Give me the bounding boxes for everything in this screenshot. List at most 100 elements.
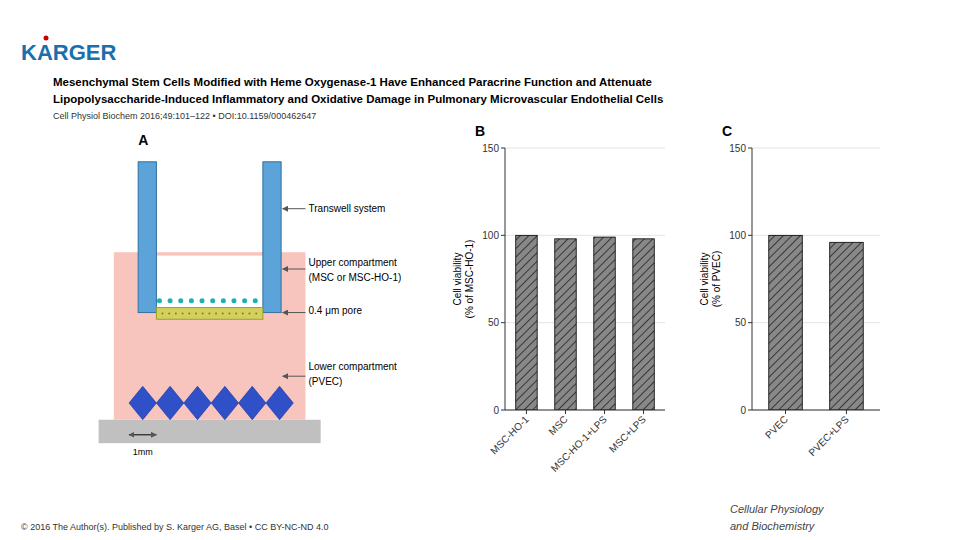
tick-label: 50 bbox=[735, 317, 747, 328]
pore bbox=[208, 312, 210, 314]
msc-cell bbox=[253, 298, 258, 303]
diagram-label: Upper compartment bbox=[309, 257, 398, 268]
bar bbox=[594, 237, 615, 410]
category-label: MSC+LPS bbox=[607, 413, 648, 454]
scale-label: 1mm bbox=[133, 447, 153, 457]
msc-cell bbox=[231, 298, 236, 303]
diagram-label: (PVEC) bbox=[309, 376, 343, 387]
journal-name: and Biochemistry bbox=[730, 520, 816, 532]
logo: KARGER bbox=[21, 40, 116, 65]
insert-wall bbox=[263, 162, 281, 313]
title: Lipopolysaccharide-Induced Inflammatory … bbox=[53, 93, 663, 105]
msc-cell bbox=[189, 298, 194, 303]
tick-label: 0 bbox=[740, 405, 746, 416]
tick bbox=[643, 410, 644, 414]
grid-line bbox=[752, 148, 880, 149]
msc-cell bbox=[168, 298, 173, 303]
tick-label: 150 bbox=[482, 143, 499, 154]
journal-ref: Cell Physiol Biochem 2016;49:101–122 • D… bbox=[53, 111, 316, 121]
axis-label-line: Cell viability bbox=[699, 253, 710, 306]
tick bbox=[748, 410, 752, 411]
tick-label: 0 bbox=[493, 405, 499, 416]
pore bbox=[195, 312, 197, 314]
bar bbox=[633, 239, 654, 410]
category-label: MSC-HO-1 bbox=[488, 413, 531, 456]
pvec-cell bbox=[211, 386, 238, 420]
bar bbox=[516, 235, 537, 410]
tick-label: 100 bbox=[729, 230, 746, 241]
pore bbox=[168, 312, 170, 314]
panel-label: C bbox=[722, 123, 732, 139]
pore bbox=[188, 312, 190, 314]
logo-dot bbox=[44, 36, 49, 41]
base bbox=[99, 420, 321, 443]
category-label: PVEC bbox=[763, 414, 790, 441]
journal-name: Cellular Physiology bbox=[730, 503, 825, 515]
pore bbox=[182, 312, 184, 314]
pore bbox=[248, 312, 250, 314]
pointer-arrow bbox=[283, 208, 306, 209]
pvec-cell bbox=[184, 386, 211, 420]
tick bbox=[501, 322, 505, 323]
grid-line bbox=[505, 148, 665, 149]
tick bbox=[526, 410, 527, 414]
msc-cell bbox=[200, 298, 205, 303]
tick bbox=[748, 322, 752, 323]
pore bbox=[228, 312, 230, 314]
upper-compartment bbox=[138, 256, 281, 313]
bar bbox=[830, 242, 864, 410]
tick bbox=[501, 148, 505, 149]
tick bbox=[785, 410, 786, 414]
tick-label: 100 bbox=[482, 230, 499, 241]
figure: KARGER Mesenchymal Stem Cells Modified wi… bbox=[0, 0, 960, 540]
pointer-arrow bbox=[283, 312, 306, 313]
pointer-arrow bbox=[283, 269, 306, 270]
axis-label-line: (% of PVEC) bbox=[711, 251, 722, 308]
tick bbox=[604, 410, 605, 414]
pore bbox=[255, 312, 257, 314]
panel-b: 050100150MSC-HO-1MSCMSC-HO-1+LPSMSC+LPSC… bbox=[452, 123, 665, 474]
tick bbox=[748, 235, 752, 236]
category-label: MSC-HO-1+LPS bbox=[549, 413, 609, 473]
diagram-label: (MSC or MSC-HO-1) bbox=[309, 272, 402, 283]
y-axis bbox=[505, 148, 506, 410]
pore bbox=[222, 312, 224, 314]
category-label: PVEC+LPS bbox=[806, 413, 851, 458]
pvec-cell bbox=[129, 386, 156, 420]
panel-label: A bbox=[138, 132, 148, 148]
pvec-cell bbox=[239, 386, 266, 420]
tick bbox=[501, 235, 505, 236]
tick-label: 50 bbox=[488, 317, 500, 328]
axis-label: Cell viability(% of PVEC) bbox=[699, 251, 722, 308]
bars bbox=[516, 235, 655, 410]
msc-cell bbox=[210, 298, 215, 303]
pvec-cell bbox=[266, 386, 293, 420]
pore bbox=[175, 312, 177, 314]
pvec-cell bbox=[156, 386, 183, 420]
grid-line bbox=[505, 410, 665, 411]
diagram-label: 0.4 μm pore bbox=[309, 305, 363, 316]
copyright: © 2016 The Author(s). Published by S. Ka… bbox=[21, 522, 328, 532]
title: Mesenchymal Stem Cells Modified with Hem… bbox=[53, 76, 652, 88]
axis-label-line: (% of MSC-HO-1) bbox=[464, 240, 475, 319]
x-axis bbox=[505, 410, 665, 411]
membrane bbox=[156, 308, 262, 320]
diagram-label: Lower compartment bbox=[309, 361, 398, 372]
x-axis bbox=[752, 410, 880, 411]
tick-label: 150 bbox=[729, 143, 746, 154]
tick bbox=[501, 410, 505, 411]
y-axis bbox=[752, 148, 753, 410]
msc-cell bbox=[157, 298, 162, 303]
msc-cell bbox=[242, 298, 247, 303]
pore bbox=[235, 312, 237, 314]
bars bbox=[769, 235, 863, 410]
pore bbox=[162, 312, 164, 314]
panel-c: 0 50 100 150 PVEC PVEC+LPS Cell viability(% of… bbox=[699, 123, 880, 458]
msc-cell bbox=[178, 298, 183, 303]
pore bbox=[242, 312, 244, 314]
pointer-arrow bbox=[283, 376, 306, 377]
tick bbox=[565, 410, 566, 414]
pore bbox=[202, 312, 204, 314]
insert-wall bbox=[138, 162, 156, 313]
tick bbox=[846, 410, 847, 414]
